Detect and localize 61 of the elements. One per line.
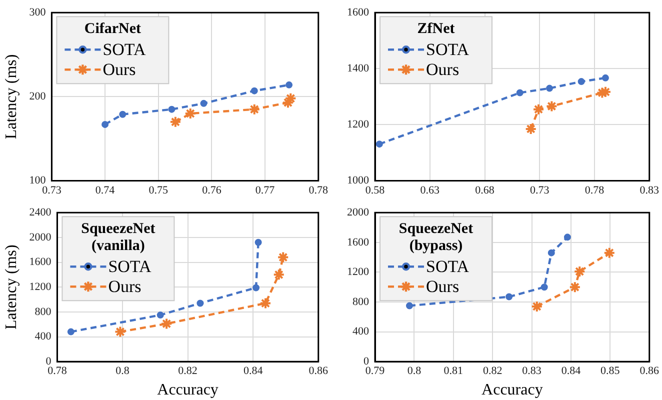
y-tick-label: 0	[364, 355, 370, 368]
x-tick-label: 0.8	[116, 365, 130, 378]
legend-title: ZfNet	[417, 20, 455, 37]
y-tick-label: 1200	[347, 118, 370, 131]
y-axis-title: Latency (ms)	[2, 244, 20, 330]
y-tick-label: 300	[29, 6, 46, 18]
y-tick-label: 1200	[29, 280, 52, 293]
x-tick-label: 0.83	[640, 184, 660, 196]
x-tick-label: 0.63	[420, 184, 440, 196]
legend-label: SOTA	[108, 257, 152, 276]
y-tick-label: 2000	[29, 231, 52, 244]
legend-label: SOTA	[426, 40, 470, 60]
x-tick-label: 0.86	[640, 365, 660, 378]
x-tick-label: 0.86	[308, 365, 328, 378]
x-tick-label: 0.84	[561, 365, 582, 378]
x-tick-label: 0.8	[407, 365, 422, 378]
y-tick-label: 1000	[347, 174, 370, 187]
x-tick-label: 0.84	[243, 365, 264, 378]
y-tick-label: 0	[46, 355, 52, 368]
y-tick-label: 400	[352, 326, 370, 338]
x-tick-label: 0.73	[530, 184, 550, 196]
legend-label: SOTA	[426, 257, 470, 276]
y-tick-label: 1600	[347, 6, 370, 18]
x-tick-label: 0.76	[202, 184, 222, 196]
legend-title: CifarNet	[84, 20, 142, 37]
y-tick-label: 2400	[29, 206, 52, 218]
x-tick-label: 0.77	[255, 184, 276, 196]
x-tick-label: 0.75	[148, 184, 168, 196]
legend-label: Ours	[426, 60, 460, 80]
legend-title: SqueezeNet (bypass)	[398, 220, 474, 254]
y-tick-label: 1400	[347, 62, 370, 75]
x-tick-label: 0.82	[178, 365, 198, 378]
x-tick-label: 0.79	[365, 365, 386, 378]
legend-label: Ours	[108, 277, 142, 296]
y-tick-label: 400	[34, 330, 52, 343]
legend-label: Ours	[426, 277, 460, 296]
x-tick-label: 0.82	[482, 365, 502, 378]
y-tick-label: 2000	[347, 206, 370, 218]
x-axis-title: Accuracy	[157, 382, 218, 399]
x-tick-label: 0.81	[444, 365, 464, 378]
legend-title: SqueezeNet (vanilla)	[81, 220, 156, 254]
x-tick-label: 0.83	[522, 365, 542, 378]
x-axis-title: Accuracy	[482, 382, 543, 399]
x-tick-label: 0.78	[308, 184, 328, 196]
x-tick-label: 0.85	[600, 365, 620, 378]
y-tick-label: 1600	[347, 236, 370, 248]
legend-label: Ours	[102, 60, 136, 80]
x-tick-label: 0.68	[475, 184, 495, 196]
y-tick-label: 1200	[347, 266, 370, 278]
y-tick-label: 200	[29, 90, 46, 103]
x-tick-label: 0.74	[95, 184, 116, 196]
x-tick-label: 0.78	[48, 365, 68, 378]
legend-label: SOTA	[102, 40, 146, 60]
y-tick-label: 800	[34, 306, 52, 318]
y-tick-label: 100	[29, 174, 46, 187]
x-tick-label: 0.78	[584, 184, 605, 196]
y-tick-label: 800	[352, 296, 370, 308]
x-tick-label: 0.73	[42, 184, 62, 196]
y-axis-title: Latency (ms)	[2, 54, 20, 140]
y-tick-label: 1600	[29, 256, 52, 268]
x-tick-label: 0.58	[365, 184, 386, 196]
